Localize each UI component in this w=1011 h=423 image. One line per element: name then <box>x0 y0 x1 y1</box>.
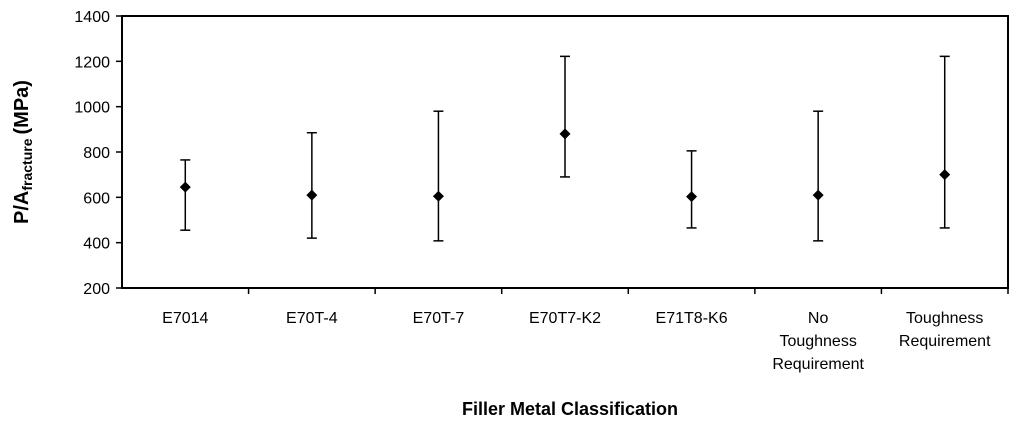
y-tick-label: 600 <box>83 190 110 207</box>
y-axis-title-subscript: fracture <box>19 138 35 190</box>
y-axis-title-main: P/A <box>11 191 33 224</box>
y-axis-title: P/Afracture (MPa) <box>11 80 35 224</box>
error-bar <box>813 110 824 242</box>
data-point-marker <box>812 189 824 201</box>
y-tick-label: 1200 <box>74 54 110 71</box>
error-bar <box>560 55 570 178</box>
y-tick-label: 1400 <box>74 9 110 26</box>
y-tick-label: 800 <box>83 145 110 162</box>
y-tick-label: 1000 <box>74 100 110 117</box>
data-point-marker <box>559 128 571 140</box>
error-bar <box>306 131 317 239</box>
data-point-marker <box>686 191 698 203</box>
data-point-marker <box>432 190 444 202</box>
data-point-marker <box>179 181 191 193</box>
error-bar <box>433 110 444 242</box>
y-tick-label: 200 <box>83 281 110 298</box>
category-label: No Toughness Requirement <box>772 310 864 373</box>
category-label: E70T-7 <box>413 310 465 327</box>
y-axis-title-unit: (MPa) <box>11 80 33 134</box>
x-axis-title: Filler Metal Classification <box>462 399 678 419</box>
data-point-marker <box>306 189 318 201</box>
category-label: E70T-4 <box>286 310 338 327</box>
category-label: Toughness Requirement <box>899 310 991 350</box>
category-label: E7014 <box>162 310 208 327</box>
data-point-marker <box>939 169 951 181</box>
error-bar <box>686 150 697 229</box>
category-label: E71T8-K6 <box>656 310 728 327</box>
error-bar <box>180 159 191 231</box>
category-label: E70T7-K2 <box>529 310 601 327</box>
y-tick-label: 400 <box>83 236 110 253</box>
error-bar <box>939 55 950 229</box>
